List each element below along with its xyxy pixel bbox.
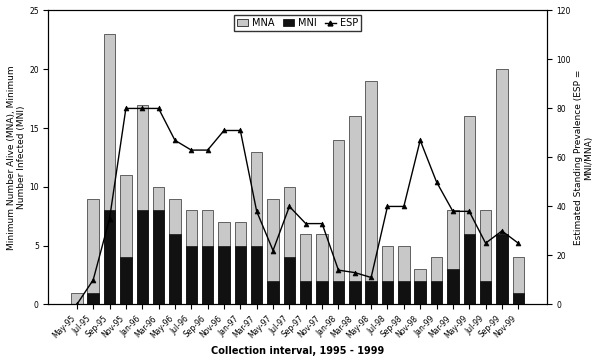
Bar	[137, 211, 148, 305]
Bar	[349, 116, 361, 305]
Bar	[251, 152, 262, 305]
Bar	[464, 234, 475, 305]
Legend: MNA, MNI, ESP: MNA, MNI, ESP	[234, 15, 361, 31]
Bar	[447, 269, 458, 305]
Bar	[153, 187, 164, 305]
Y-axis label: Estimated Standing Prevalence (ESP =
MNI/MNA): Estimated Standing Prevalence (ESP = MNI…	[574, 70, 593, 245]
Bar	[185, 211, 197, 305]
Bar	[284, 187, 295, 305]
Bar	[137, 105, 148, 305]
Bar	[218, 246, 230, 305]
Bar	[496, 69, 508, 305]
Bar	[464, 116, 475, 305]
Bar	[88, 293, 99, 305]
Bar	[431, 281, 442, 305]
Bar	[235, 222, 246, 305]
Bar	[415, 281, 426, 305]
Bar	[349, 281, 361, 305]
Bar	[398, 281, 410, 305]
Bar	[316, 234, 328, 305]
Bar	[333, 281, 344, 305]
Bar	[153, 211, 164, 305]
Bar	[185, 246, 197, 305]
Bar	[316, 281, 328, 305]
Bar	[104, 34, 115, 305]
Bar	[512, 293, 524, 305]
Bar	[71, 293, 83, 305]
Y-axis label: Minimum Number Alive (MNA), Minimum
Number Infected (MNI): Minimum Number Alive (MNA), Minimum Numb…	[7, 65, 26, 250]
Bar	[120, 175, 131, 305]
Bar	[300, 281, 311, 305]
Bar	[480, 211, 491, 305]
Bar	[268, 199, 279, 305]
Bar	[251, 246, 262, 305]
Bar	[235, 246, 246, 305]
Bar	[431, 257, 442, 305]
Bar	[169, 199, 181, 305]
Bar	[365, 281, 377, 305]
Bar	[447, 211, 458, 305]
Bar	[496, 234, 508, 305]
Bar	[512, 257, 524, 305]
Bar	[169, 234, 181, 305]
Bar	[382, 246, 393, 305]
Bar	[202, 211, 214, 305]
Bar	[104, 211, 115, 305]
X-axis label: Collection interval, 1995 - 1999: Collection interval, 1995 - 1999	[211, 346, 384, 356]
Bar	[398, 246, 410, 305]
Bar	[88, 199, 99, 305]
Bar	[415, 269, 426, 305]
Bar	[284, 257, 295, 305]
Bar	[480, 281, 491, 305]
Bar	[202, 246, 214, 305]
Bar	[218, 222, 230, 305]
Bar	[120, 257, 131, 305]
Bar	[268, 281, 279, 305]
Bar	[333, 140, 344, 305]
Bar	[365, 81, 377, 305]
Bar	[300, 234, 311, 305]
Bar	[382, 281, 393, 305]
